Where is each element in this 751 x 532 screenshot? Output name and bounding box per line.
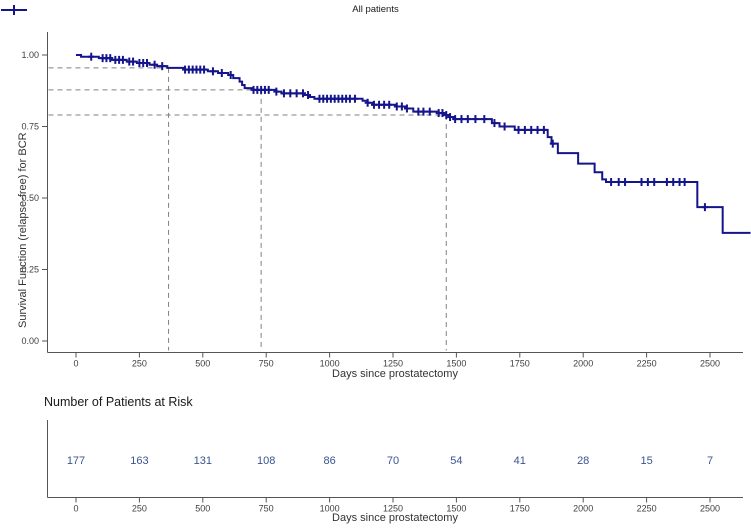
x-tick-label: 750 bbox=[259, 359, 274, 369]
at-risk-count: 163 bbox=[130, 455, 148, 467]
at-risk-count: 177 bbox=[67, 455, 85, 467]
at-risk-count: 131 bbox=[194, 455, 212, 467]
x-tick-label: 0 bbox=[73, 359, 78, 369]
x-tick-label: 2250 bbox=[637, 359, 657, 369]
risk-x-axis-label: Days since prostatectomy bbox=[332, 512, 458, 524]
y-tick-label: 0.25 bbox=[21, 265, 39, 275]
x-tick-label: 1000 bbox=[320, 359, 340, 369]
x-tick-label: 2500 bbox=[700, 359, 720, 369]
x-tick-label: 1750 bbox=[510, 359, 530, 369]
risk-x-tick-label: 250 bbox=[132, 504, 147, 514]
x-axis-label: Days since prostatectomy bbox=[332, 368, 458, 380]
risk-x-tick-label: 1750 bbox=[510, 504, 530, 514]
x-tick-label: 1500 bbox=[446, 359, 466, 369]
legend: All patients bbox=[0, 4, 751, 15]
at-risk-count: 28 bbox=[577, 455, 589, 467]
x-tick-label: 250 bbox=[132, 359, 147, 369]
at-risk-count: 7 bbox=[707, 455, 713, 467]
survival-curve bbox=[76, 54, 751, 234]
at-risk-count: 54 bbox=[450, 455, 462, 467]
risk-x-tick-label: 2500 bbox=[700, 504, 720, 514]
at-risk-count: 41 bbox=[514, 455, 526, 467]
at-risk-count: 70 bbox=[387, 455, 399, 467]
risk-x-tick-label: 1000 bbox=[320, 504, 340, 514]
risk-x-tick-label: 1500 bbox=[446, 504, 466, 514]
risk-x-tick-label: 750 bbox=[259, 504, 274, 514]
at-risk-count: 86 bbox=[323, 455, 335, 467]
risk-x-tick-label: 2250 bbox=[637, 504, 657, 514]
risk-table-title: Number of Patients at Risk bbox=[44, 395, 193, 409]
x-tick-label: 1250 bbox=[383, 359, 403, 369]
risk-x-tick-label: 2000 bbox=[573, 504, 593, 514]
at-risk-count: 108 bbox=[257, 455, 275, 467]
at-risk-count: 15 bbox=[640, 455, 652, 467]
x-tick-label: 2000 bbox=[573, 359, 593, 369]
y-tick-label: 1.00 bbox=[21, 50, 39, 60]
y-tick-label: 0.50 bbox=[21, 193, 39, 203]
y-tick-label: 0.00 bbox=[21, 336, 39, 346]
legend-label: All patients bbox=[352, 4, 399, 15]
risk-x-tick-label: 1250 bbox=[383, 504, 403, 514]
risk-x-tick-label: 500 bbox=[195, 504, 210, 514]
x-tick-label: 500 bbox=[195, 359, 210, 369]
risk-x-tick-label: 0 bbox=[73, 504, 78, 514]
censor-marker-icon bbox=[1, 5, 27, 15]
y-tick-label: 0.75 bbox=[21, 122, 39, 132]
